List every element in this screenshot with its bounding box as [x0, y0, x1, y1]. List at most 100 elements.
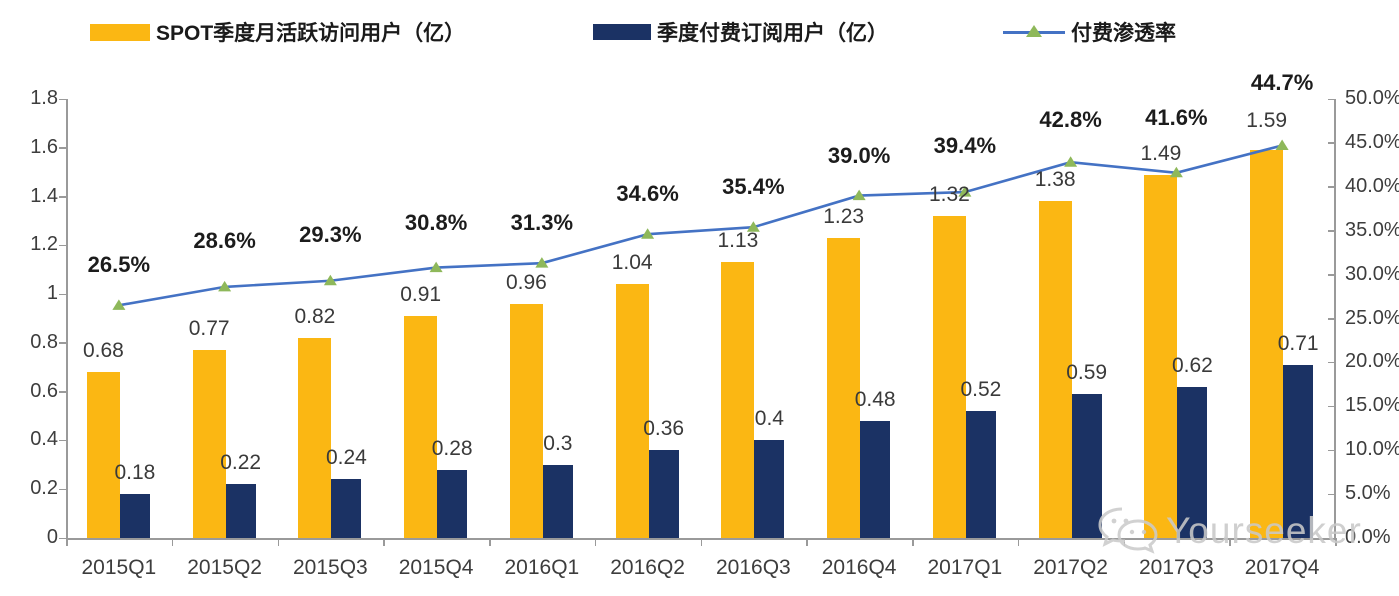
x-axis-tick — [277, 538, 279, 546]
y-axis-right-tick-label: 20.0% — [1345, 350, 1399, 373]
y-axis-right — [1334, 99, 1336, 538]
x-axis-category-label: 2017Q4 — [1244, 556, 1320, 579]
bar-value-label-subscribers: 0.62 — [1171, 353, 1213, 377]
triangle-marker — [112, 299, 126, 310]
y-axis-right-tick — [1328, 537, 1335, 539]
wechat-icon — [1098, 507, 1158, 554]
bar-subscribers — [1071, 394, 1102, 538]
x-axis-category-label: 2016Q3 — [716, 556, 791, 579]
bar-value-label-mau: 1.59 — [1246, 109, 1288, 133]
bar-subscribers — [965, 411, 996, 538]
mau-legend-swatch — [90, 23, 150, 41]
penetration-legend-marker — [1003, 24, 1065, 40]
bar-value-label-subscribers: 0.71 — [1277, 331, 1319, 355]
penetration-point-label: 42.8% — [1039, 107, 1102, 133]
triangle-marker — [1064, 156, 1078, 167]
triangle-marker — [1169, 166, 1183, 178]
bar-subscribers — [119, 494, 150, 538]
y-axis-left-tick-label: 1.6 — [30, 135, 58, 158]
y-axis-right-tick-label: 50.0% — [1345, 87, 1399, 109]
penetration-point-label: 34.6% — [616, 181, 679, 207]
y-axis-left — [66, 99, 68, 538]
x-axis-category-label: 2015Q1 — [81, 556, 157, 579]
y-axis-left-tick-label: 1.4 — [30, 184, 58, 207]
y-axis-right-tick-label: 35.0% — [1345, 218, 1399, 241]
y-axis-left-tick-label: 0.4 — [30, 428, 58, 451]
y-axis-left-tick — [59, 488, 66, 491]
bar-subscribers — [648, 450, 679, 538]
x-axis-category-label: 2016Q1 — [504, 556, 580, 579]
mau-legend-label: SPOT季度月活跃访问用户（亿） — [156, 22, 466, 45]
y-axis-left-tick-label: 0.2 — [30, 477, 58, 500]
y-axis-left-tick-label: 1 — [46, 282, 58, 305]
y-axis-left-tick-label: 0.8 — [30, 330, 58, 353]
bar-mau — [1144, 174, 1178, 538]
x-axis-tick — [489, 538, 491, 546]
y-axis-left-tick — [59, 293, 66, 296]
penetration-point-label: 26.5% — [87, 252, 151, 278]
legend-item-subscribers: 季度付费订阅用户（亿） — [593, 18, 888, 46]
bar-mau — [404, 316, 438, 538]
triangle-marker — [852, 189, 866, 201]
y-axis-right-tick — [1328, 98, 1335, 100]
triangle-marker — [958, 186, 972, 197]
bar-subscribers — [225, 484, 256, 538]
x-axis-tick — [912, 538, 914, 546]
y-axis-left-tick — [59, 439, 66, 442]
bar-value-label-subscribers: 0.3 — [543, 431, 573, 455]
y-axis-right-tick-label: 5.0% — [1345, 482, 1391, 505]
y-axis-right-tick-label: 25.0% — [1345, 306, 1399, 329]
y-axis-right-tick-label: 10.0% — [1345, 438, 1399, 461]
penetration-point-label: 30.8% — [404, 209, 468, 235]
bar-mau — [827, 238, 861, 538]
penetration-point-label: 39.0% — [827, 142, 891, 168]
triangle-marker — [429, 261, 443, 273]
y-axis-right-tick — [1328, 361, 1335, 364]
bar-value-label-subscribers: 0.28 — [431, 436, 473, 460]
bar-subscribers — [754, 440, 785, 538]
x-axis-tick — [1335, 538, 1337, 546]
x-axis-category-label: 2017Q3 — [1139, 556, 1214, 579]
penetration-point-label: 28.6% — [193, 227, 256, 253]
penetration-point-label: 39.4% — [933, 133, 997, 159]
subscribers-legend-swatch — [593, 24, 651, 40]
bar-value-label-subscribers: 0.24 — [325, 446, 367, 470]
bar-value-label-mau: 1.13 — [717, 229, 759, 253]
bar-value-label-subscribers: 0.48 — [854, 387, 896, 411]
penetration-point-label: 41.6% — [1145, 104, 1208, 130]
triangle-marker — [218, 280, 232, 292]
watermark: Yourseeker — [1092, 503, 1362, 559]
y-axis-left-tick-label: 0 — [46, 526, 58, 548]
bar-value-label-subscribers: 0.4 — [754, 407, 784, 431]
bar-value-label-subscribers: 0.18 — [114, 461, 156, 485]
x-axis-tick — [1017, 538, 1020, 546]
y-axis-right-tick — [1328, 405, 1335, 408]
subscribers-legend-label: 季度付费订阅用户（亿） — [657, 22, 888, 45]
y-axis-right-tick — [1328, 493, 1335, 496]
x-axis-category-label: 2015Q3 — [293, 556, 368, 579]
penetration-point-label: 29.3% — [299, 221, 362, 247]
bar-value-label-mau: 0.82 — [294, 305, 336, 328]
bar-value-label-subscribers: 0.59 — [1066, 361, 1108, 385]
y-axis-left-tick — [59, 196, 66, 198]
bar-value-label-mau: 1.49 — [1140, 141, 1182, 165]
x-axis-category-label: 2015Q2 — [187, 556, 262, 579]
x-axis-category-label: 2017Q2 — [1033, 556, 1108, 579]
bar-value-label-subscribers: 0.36 — [643, 417, 685, 441]
bar-subscribers — [1283, 364, 1314, 538]
bar-value-label-mau: 1.04 — [611, 251, 653, 275]
bar-value-label-mau: 0.68 — [82, 339, 124, 363]
y-axis-right-tick — [1328, 274, 1335, 276]
triangle-marker-icon — [1026, 25, 1042, 37]
bar-mau — [1038, 201, 1072, 538]
legend-item-penetration: 付费渗透率 — [1003, 18, 1176, 46]
y-axis-left-tick — [59, 391, 66, 393]
x-axis-category-label: 2016Q4 — [821, 556, 897, 579]
bar-value-label-mau: 1.23 — [823, 205, 865, 229]
bar-mau — [721, 262, 755, 538]
x-axis-category-label: 2015Q4 — [398, 556, 474, 579]
y-axis-right-tick — [1328, 318, 1335, 320]
bar-value-label-mau: 1.38 — [1034, 168, 1076, 192]
y-axis-right-tick — [1328, 449, 1335, 452]
triangle-marker — [535, 257, 549, 268]
